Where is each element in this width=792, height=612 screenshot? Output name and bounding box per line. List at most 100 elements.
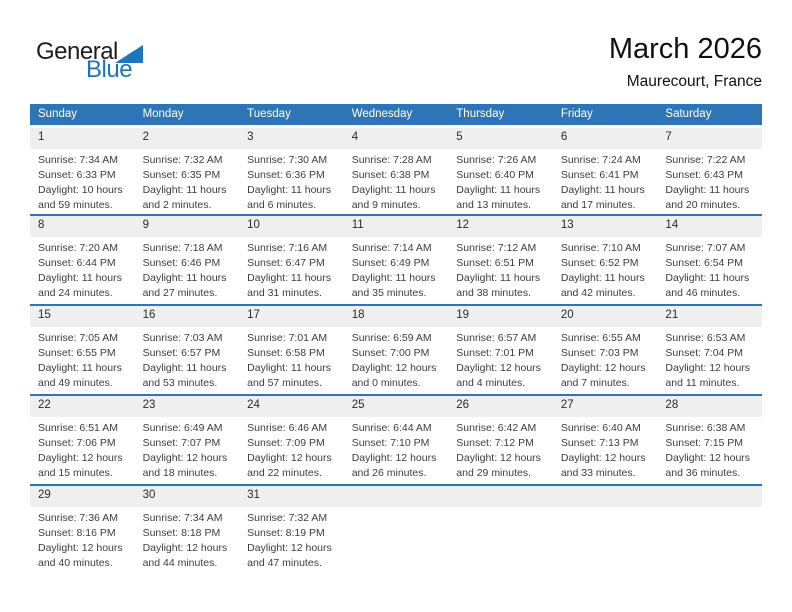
day-number: 15 [30,306,135,327]
daylight-text-cont: and 9 minutes. [351,198,421,211]
sunrise-text: Sunrise: 6:38 AM [665,422,746,434]
daylight-text: Daylight: 12 hours [142,541,228,554]
day-info: Sunrise: 7:03 AM Sunset: 6:57 PM Daylight:… [135,327,240,391]
sunset-text: Sunset: 6:46 PM [142,256,221,269]
daylight-text: Daylight: 11 hours [142,271,227,284]
daylight-text: Daylight: 11 hours [560,183,645,196]
day-number: 27 [552,396,658,417]
day-info: Sunrise: 7:34 AM Sunset: 6:33 PM Daylight:… [30,149,135,213]
sunrise-text: Sunrise: 6:53 AM [665,332,746,344]
day-cell-1: 1 Sunrise: 7:34 AM Sunset: 6:33 PM Daylight… [30,128,135,214]
sunset-text: Sunset: 6:55 PM [38,346,116,359]
daylight-text: Daylight: 11 hours [142,183,227,196]
day-info: Sunrise: 7:24 AM Sunset: 6:41 PM Daylight:… [553,149,658,213]
sunrise-text: Sunrise: 7:16 AM [247,242,328,254]
sunrise-text: Sunrise: 6:49 AM [142,422,223,434]
sunrise-text: Sunrise: 7:32 AM [142,154,223,166]
general-blue-logo: General Blue [36,40,143,82]
daylight-text-cont: and 11 minutes. [665,376,740,389]
daylight-text-cont: and 2 minutes. [142,198,212,211]
sunrise-text: Sunrise: 7:22 AM [665,154,746,166]
day-number: 11 [343,216,449,237]
daylight-text: Daylight: 11 hours [665,183,750,196]
title-block: March 2026 Maurecourt, France [609,33,762,91]
day-cell-29: 29 Sunrise: 7:36 AM Sunset: 8:16 PM Dayligh… [30,486,135,574]
sunset-text: Sunset: 6:52 PM [560,256,639,269]
daylight-text-cont: and 42 minutes. [560,286,636,299]
day-info: Sunrise: 7:07 AM Sunset: 6:54 PM Daylight:… [657,237,762,301]
day-number: 12 [448,216,553,237]
day-number: 20 [552,306,658,327]
week-row-1: 1 Sunrise: 7:34 AM Sunset: 6:33 PM Daylight… [30,128,762,214]
daylight-text-cont: and 15 minutes. [38,466,113,479]
day-cell-8: 8 Sunrise: 7:20 AM Sunset: 6:44 PM Daylight… [30,216,135,304]
daylight-text: Daylight: 12 hours [38,541,123,554]
sunrise-text: Sunrise: 7:07 AM [665,242,746,254]
sunrise-text: Sunrise: 7:12 AM [456,242,537,254]
sunrise-text: Sunrise: 7:01 AM [247,332,328,344]
daylight-text: Daylight: 11 hours [247,271,331,284]
sunset-text: Sunset: 6:47 PM [247,256,325,269]
daylight-text: Daylight: 12 hours [665,451,751,464]
daylight-text-cont: and 53 minutes. [142,376,218,389]
day-number [657,486,762,507]
day-cell-28: 28 Sunrise: 6:38 AM Sunset: 7:15 PM Dayligh… [657,396,762,484]
logo-triangle-icon [114,45,143,63]
day-number: 31 [239,486,344,507]
day-cell-7: 7 Sunrise: 7:22 AM Sunset: 6:43 PM Daylight… [657,128,762,214]
day-cell-11: 11 Sunrise: 7:14 AM Sunset: 6:49 PM Dayligh… [343,216,449,304]
sunrise-text: Sunrise: 7:05 AM [38,332,118,344]
day-cell-empty [343,486,449,574]
daylight-text: Daylight: 11 hours [38,271,122,284]
daylight-text: Daylight: 11 hours [142,361,227,374]
weekday-header-tuesday: Tuesday [247,108,291,120]
daylight-text: Daylight: 11 hours [665,271,750,284]
day-info: Sunrise: 7:28 AM Sunset: 6:38 PM Daylight:… [344,149,449,213]
sunset-text: Sunset: 6:38 PM [351,168,430,181]
day-number: 16 [134,306,240,327]
day-number: 22 [30,396,135,417]
day-info: Sunrise: 6:57 AM Sunset: 7:01 PM Daylight:… [448,327,553,391]
week-row-5: 29 Sunrise: 7:36 AM Sunset: 8:16 PM Dayligh… [30,484,762,574]
sunset-text: Sunset: 7:10 PM [351,436,430,449]
day-number: 29 [30,486,135,507]
day-info: Sunrise: 6:44 AM Sunset: 7:10 PM Daylight:… [344,417,449,481]
day-number [343,486,449,507]
daylight-text: Daylight: 11 hours [456,271,541,284]
sunset-text: Sunset: 6:44 PM [38,256,116,269]
day-info: Sunrise: 6:51 AM Sunset: 7:06 PM Daylight:… [30,417,135,481]
day-info: Sunrise: 6:38 AM Sunset: 7:15 PM Daylight:… [657,417,762,481]
daylight-text-cont: and 22 minutes. [247,466,322,479]
sunset-text: Sunset: 8:18 PM [142,526,221,539]
sunrise-text: Sunrise: 6:44 AM [351,422,432,434]
day-number: 13 [552,216,658,237]
daylight-text: Daylight: 11 hours [247,183,331,196]
day-info: Sunrise: 7:22 AM Sunset: 6:43 PM Daylight:… [657,149,762,213]
day-cell-5: 5 Sunrise: 7:26 AM Sunset: 6:40 PM Daylight… [448,128,553,214]
location-subtitle: Maurecourt, France [626,73,762,91]
daylight-text: Daylight: 11 hours [456,183,541,196]
day-number: 14 [657,216,762,237]
sunset-text: Sunset: 6:49 PM [351,256,430,269]
daylight-text-cont: and 26 minutes. [351,466,427,479]
daylight-text-cont: and 46 minutes. [665,286,741,299]
daylight-text-cont: and 31 minutes. [247,286,322,299]
day-info: Sunrise: 6:53 AM Sunset: 7:04 PM Daylight:… [657,327,762,391]
daylight-text-cont: and 0 minutes. [351,376,421,389]
sunset-text: Sunset: 7:09 PM [247,436,325,449]
sunrise-text: Sunrise: 7:10 AM [560,242,641,254]
day-info: Sunrise: 7:12 AM Sunset: 6:51 PM Daylight:… [448,237,553,301]
sunrise-text: Sunrise: 7:03 AM [142,332,223,344]
day-cell-20: 20 Sunrise: 6:55 AM Sunset: 7:03 PM Dayligh… [552,306,658,394]
day-cell-24: 24 Sunrise: 6:46 AM Sunset: 7:09 PM Dayligh… [239,396,344,484]
day-number: 5 [448,128,553,149]
day-cell-13: 13 Sunrise: 7:10 AM Sunset: 6:52 PM Dayligh… [552,216,658,304]
sunrise-text: Sunrise: 7:24 AM [560,154,641,166]
day-cell-empty [552,486,658,574]
day-cell-2: 2 Sunrise: 7:32 AM Sunset: 6:35 PM Daylight… [134,128,240,214]
daylight-text-cont: and 29 minutes. [456,466,531,479]
weekday-header-wednesday: Wednesday [351,108,413,120]
sunset-text: Sunset: 7:01 PM [456,346,534,359]
week-row-2: 8 Sunrise: 7:20 AM Sunset: 6:44 PM Daylight… [30,214,762,304]
day-cell-14: 14 Sunrise: 7:07 AM Sunset: 6:54 PM Dayligh… [657,216,762,304]
